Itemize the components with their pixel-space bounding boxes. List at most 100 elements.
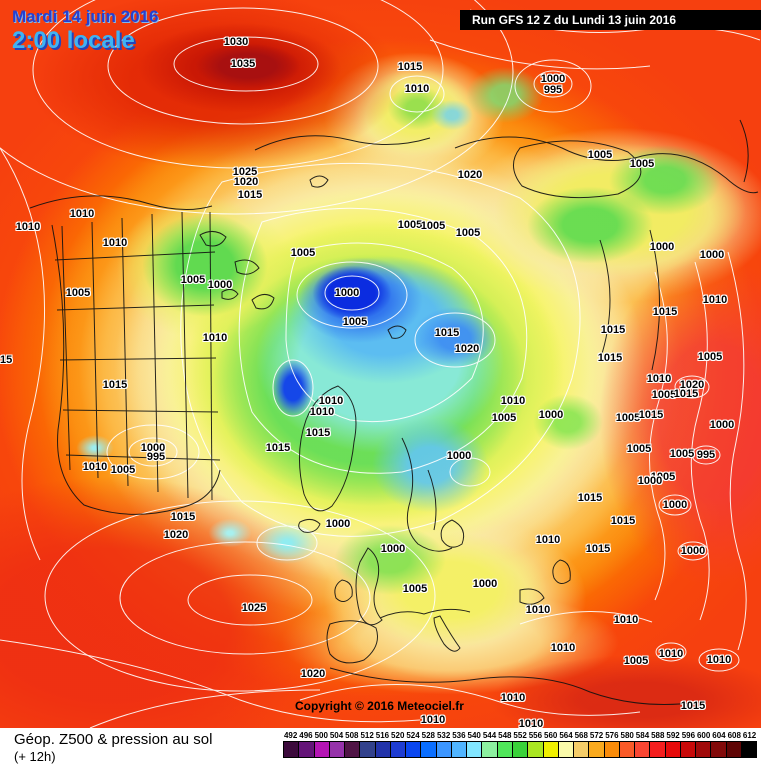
legend-color-cell: [543, 742, 559, 757]
legend-tick: 596: [681, 731, 696, 740]
legend-color-cell: [375, 742, 391, 757]
model-run-banner: Run GFS 12 Z du Lundi 13 juin 2016: [460, 10, 761, 30]
legend-tick: 500: [314, 731, 328, 740]
pressure-label: 1005: [491, 412, 517, 424]
legend-tick: 604: [712, 731, 726, 740]
legend-tick: 544: [482, 731, 497, 740]
legend-color-cell: [284, 742, 300, 757]
pressure-label: 1015: [577, 492, 603, 504]
pressure-label: 1010: [658, 648, 684, 660]
legend-tick: 584: [635, 731, 650, 740]
legend-tick: 496: [299, 731, 313, 740]
pressure-label: 1035: [230, 58, 256, 70]
legend-color-cell: [726, 742, 742, 757]
legend-tick: 568: [574, 731, 588, 740]
pressure-label: 1000: [380, 543, 406, 555]
legend-color-cell: [528, 742, 544, 757]
pressure-label: 1015: [585, 543, 611, 555]
pressure-label: 1010: [420, 714, 446, 726]
legend-color-cell: [635, 742, 651, 757]
legend-bar: Géop. Z500 & pression au sol (+ 12h) 492…: [0, 728, 761, 768]
pressure-label: 1000: [649, 241, 675, 253]
pressure-label: 1015: [600, 324, 626, 336]
pressure-label: 1010: [525, 604, 551, 616]
pressure-label: 1025: [232, 166, 258, 178]
legend-color-cell: [299, 742, 315, 757]
pressure-label: 1005: [623, 655, 649, 667]
legend-color-cell: [574, 742, 590, 757]
legend-color-cell: [329, 742, 346, 757]
pressure-label: 1015: [597, 352, 623, 364]
pressure-label: 1005: [65, 287, 91, 299]
legend-tick: 576: [605, 731, 619, 740]
pressure-label: 1005: [669, 448, 695, 460]
pressure-label: 1025: [241, 602, 267, 614]
legend-tick: 512: [360, 731, 374, 740]
pressure-label: 1020: [163, 529, 189, 541]
legend-tick: 592: [666, 731, 680, 740]
pressure-label: 1010: [15, 221, 41, 233]
pressure-label: 1010: [102, 237, 128, 249]
legend-color-cell: [345, 742, 361, 757]
pressure-label: 1005: [180, 274, 206, 286]
pressure-label: 1015: [673, 388, 699, 400]
pressure-label: 1010: [82, 461, 108, 473]
map-region: 1030 1035 1015 1010 1000 995 1010 1010 1010 1025 1…: [0, 0, 761, 728]
pressure-label: 1005: [110, 464, 136, 476]
legend-color-cell: [436, 742, 452, 757]
legend-tick: 504: [329, 731, 344, 740]
coastlines: [29, 119, 759, 705]
pressure-label: 1030: [223, 36, 249, 48]
pressure-label: 1000: [334, 287, 360, 299]
legend-color-cell: [390, 742, 407, 757]
legend-color-cell: [741, 742, 757, 757]
pressure-label: 1000: [325, 518, 351, 530]
valid-time-label: 2:00 locale: [12, 26, 135, 54]
legend-tick: 524: [406, 731, 420, 740]
legend-forecast-step: (+ 12h): [14, 749, 56, 764]
pressure-label: 1005: [615, 412, 641, 424]
pressure-label: 1000: [472, 578, 498, 590]
pressure-label: 1000: [140, 442, 166, 454]
pressure-label: 1010: [404, 83, 430, 95]
pressure-label: 1010: [500, 395, 526, 407]
legend-color-cell: [558, 742, 575, 757]
pressure-label: 1015: [170, 511, 196, 523]
legend-tick: 532: [436, 731, 451, 740]
pressure-label: 1010: [535, 534, 561, 546]
pressure-label: 1015: [610, 515, 636, 527]
legend-color-cell: [482, 742, 498, 757]
legend-tick: 572: [589, 731, 604, 740]
legend-tick: 564: [559, 731, 573, 740]
legend-tick: 580: [620, 731, 634, 740]
pressure-label: 1010: [69, 208, 95, 220]
pressure-label: 1010: [309, 406, 335, 418]
pressure-label: 995: [146, 451, 166, 463]
pressure-label: 1015: [265, 442, 291, 454]
pressure-label: 1010: [646, 373, 672, 385]
color-scale-bar: [283, 741, 757, 758]
pressure-label: 1005: [697, 351, 723, 363]
legend-color-cell: [711, 742, 727, 757]
pressure-label: 1010: [518, 718, 544, 728]
legend-tick: 600: [696, 731, 711, 740]
legend-tick: 508: [345, 731, 359, 740]
legend-color-cell: [406, 742, 422, 757]
pressure-label: 1010: [613, 614, 639, 626]
color-scale: 492 496 500 504 508 512 516 520 524 528 532 536 540 5…: [283, 731, 757, 758]
pressure-label: 1010: [706, 654, 732, 666]
color-scale-ticks: 492 496 500 504 508 512 516 520 524 528 532 536 540 5…: [283, 731, 757, 740]
pressure-label: 1015: [237, 189, 263, 201]
pressure-label: 1005: [587, 149, 613, 161]
contours-overlay: [0, 0, 761, 728]
legend-tick: 552: [513, 731, 527, 740]
pressure-label: 1015: [102, 379, 128, 391]
legend-color-cell: [650, 742, 666, 757]
pressure-label: 1000: [662, 499, 688, 511]
legend-tick: 492: [283, 731, 298, 740]
pressure-label: 1005: [650, 471, 676, 483]
pressure-label: 1010: [550, 642, 576, 654]
legend-tick: 528: [421, 731, 435, 740]
legend-tick: 612: [742, 731, 757, 740]
pressure-label: 1005: [455, 227, 481, 239]
